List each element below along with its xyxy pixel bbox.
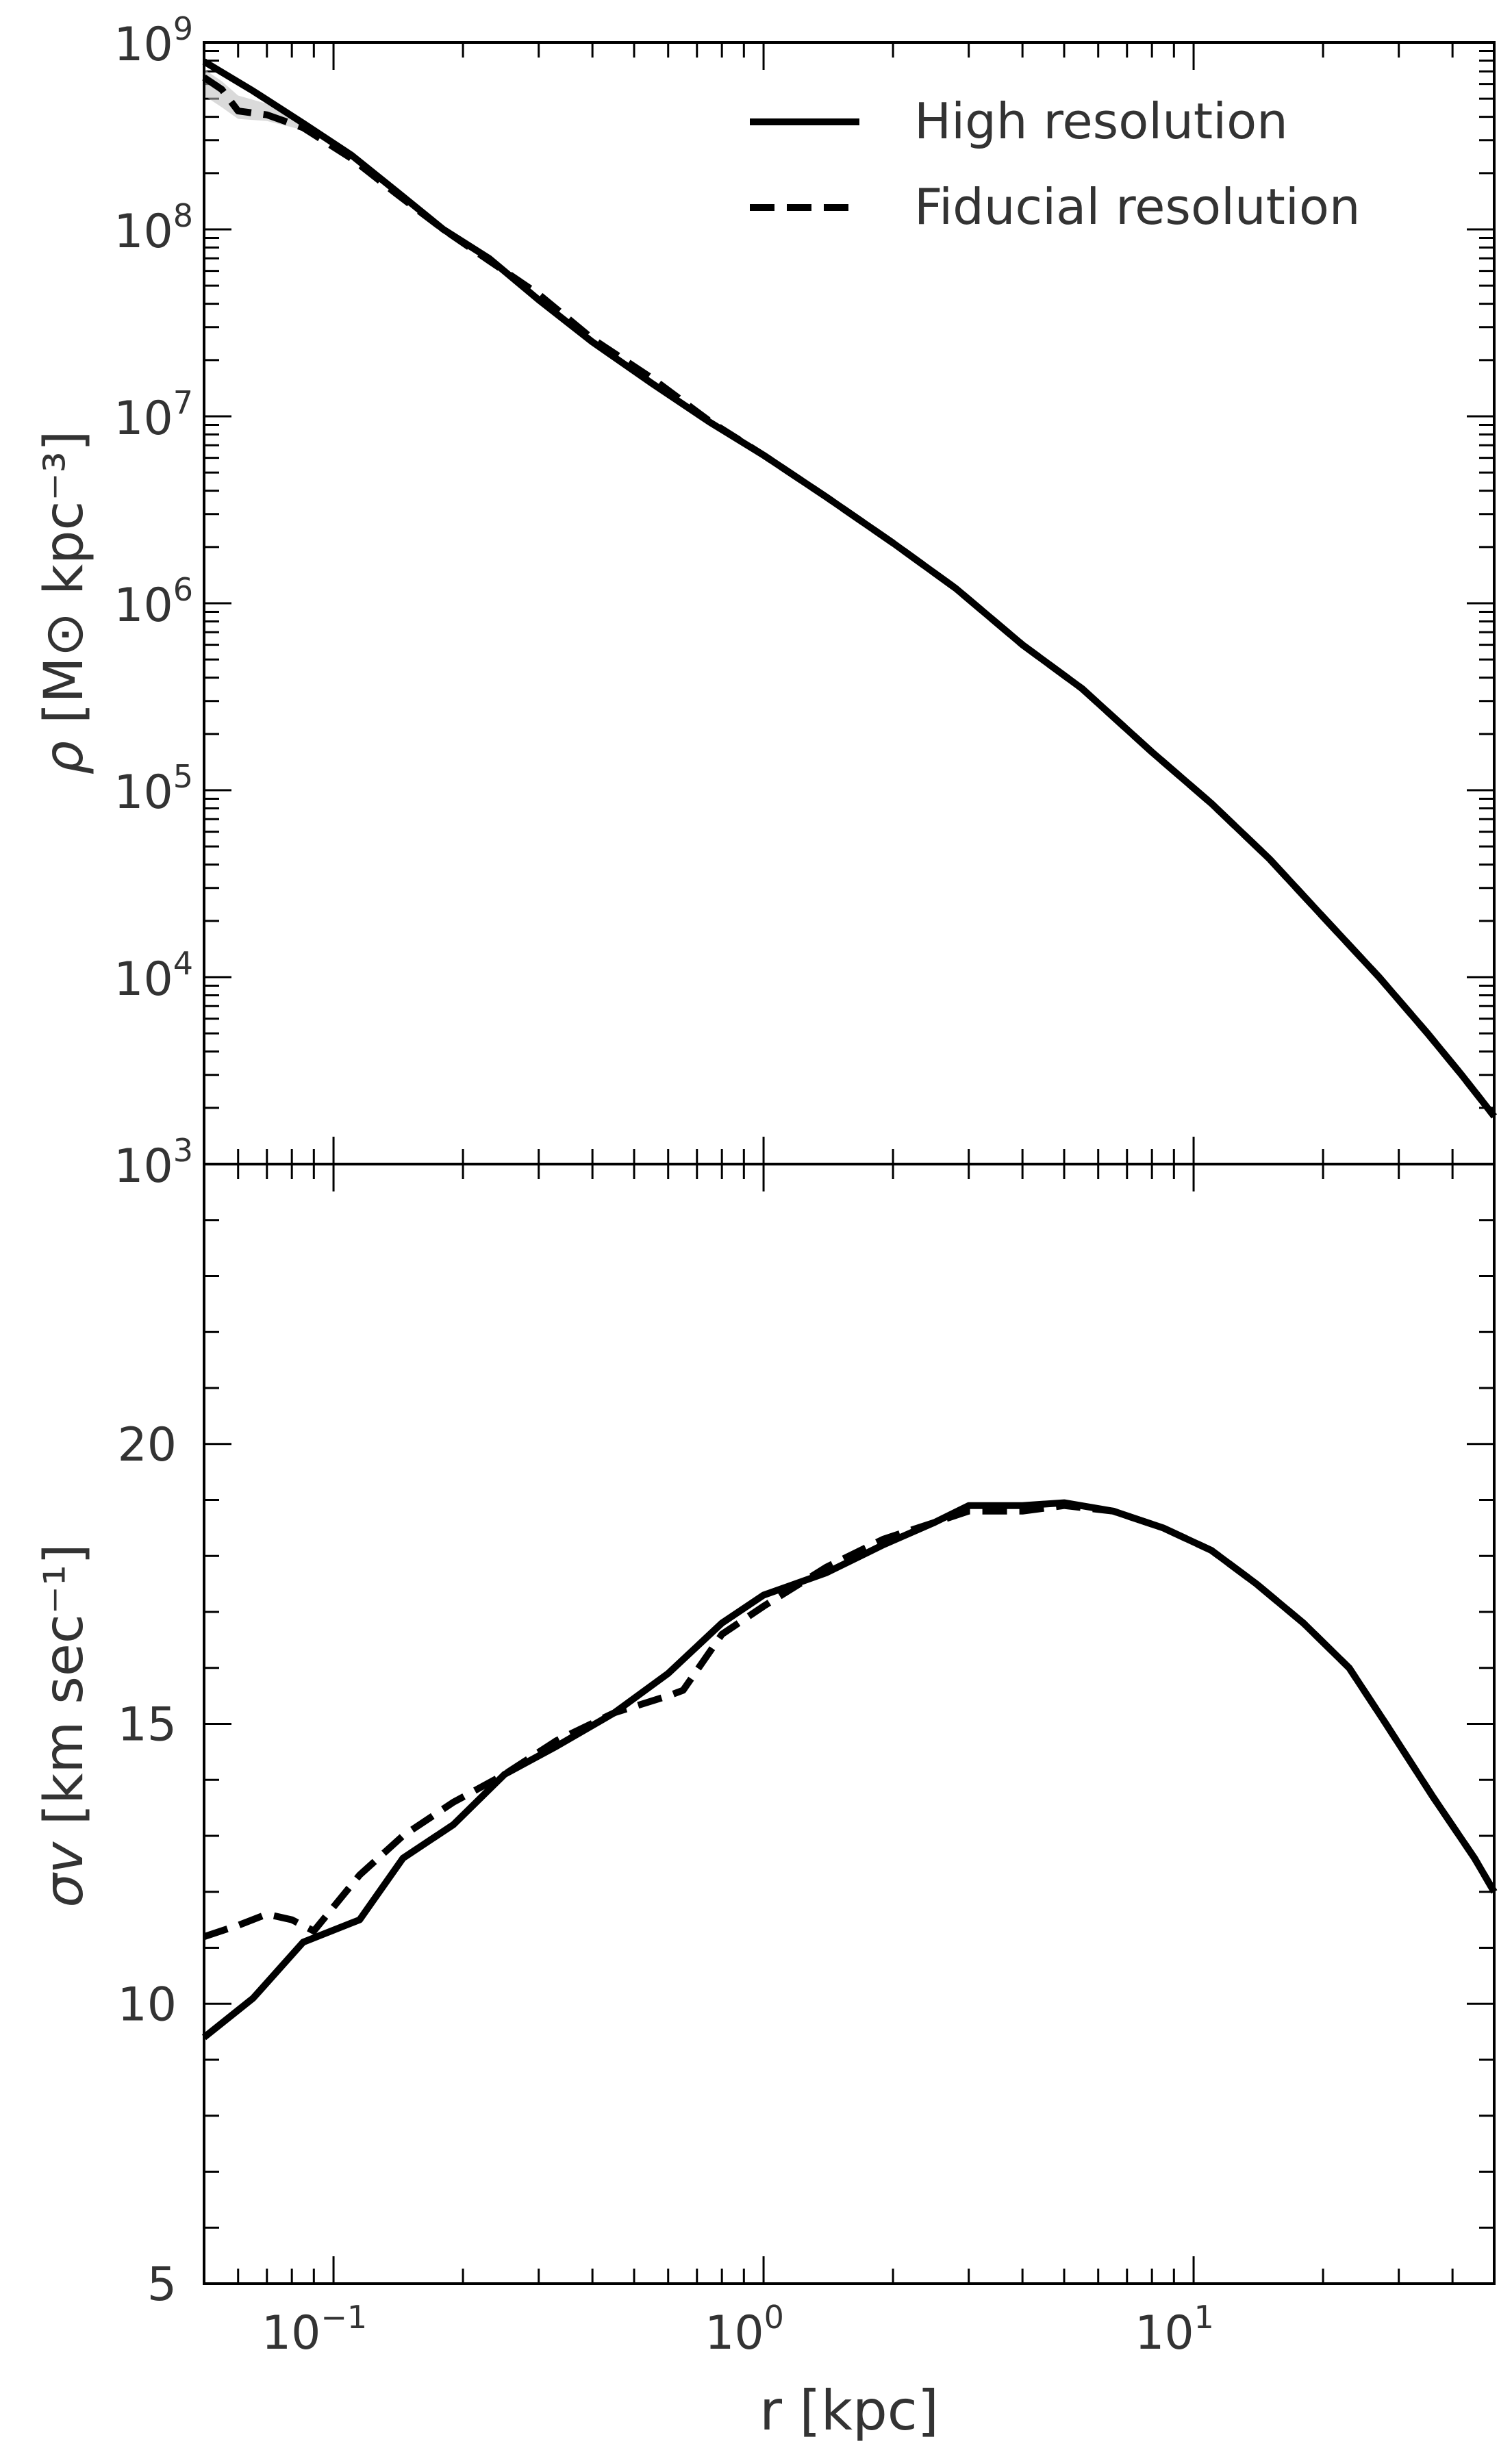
- top-scatter-band: [204, 68, 303, 130]
- top-y-tick-label: 105: [114, 758, 193, 820]
- top-y-tick-label: 106: [114, 571, 193, 633]
- bottom-panel-frame: [203, 1163, 1496, 2285]
- legend-label-high: High resolution: [914, 92, 1288, 150]
- bottom-y-axis-label: σv [km sec⁻¹]: [34, 1543, 95, 1907]
- bottom-y-tick-label: 5: [147, 2258, 177, 2312]
- legend-label-fiducial: Fiducial resolution: [914, 178, 1361, 236]
- x-axis-label: r [kpc]: [759, 2379, 939, 2443]
- bottom-y-tick-label: 15: [117, 1698, 177, 1752]
- top-y-tick-label: 107: [114, 384, 193, 446]
- bottom-y-tick-label: 20: [117, 1418, 177, 1472]
- top-series-high-resolution: [202, 58, 1497, 1119]
- top-y-tick-label: 109: [114, 10, 193, 72]
- top-y-tick-label: 103: [114, 1132, 193, 1194]
- top-y-axis-label: ρ [M⊙ kpc⁻³]: [34, 431, 95, 775]
- bottom-y-tick-label: 10: [117, 1978, 177, 2032]
- x-tick-label: 101: [1135, 2299, 1214, 2360]
- top-y-tick-label: 104: [114, 945, 193, 1007]
- bottom-series-fiducial-resolution: [203, 1502, 1498, 1940]
- x-tick-label: 10−1: [262, 2299, 367, 2360]
- bottom-series-high-resolution: [201, 1499, 1498, 2041]
- top-y-tick-label: 108: [114, 197, 193, 259]
- x-tick-label: 100: [705, 2299, 784, 2360]
